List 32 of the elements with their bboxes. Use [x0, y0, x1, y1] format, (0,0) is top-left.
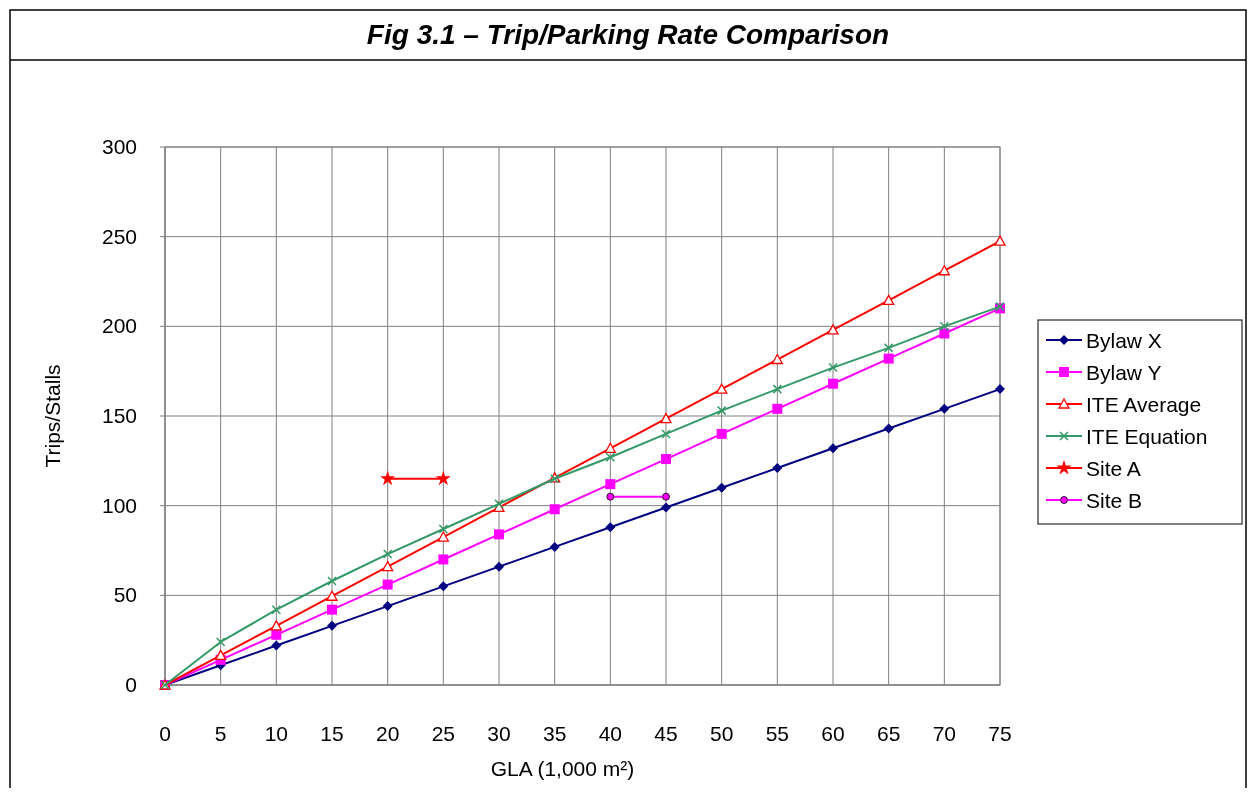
x-tick-label: 0 [159, 722, 171, 745]
y-axis-title: Trips/Stalls [41, 364, 64, 468]
y-tick-label: 50 [113, 583, 137, 607]
x-tick-label: 60 [821, 722, 845, 745]
x-tick-label: 25 [431, 722, 456, 745]
legend-label: Site B [1086, 489, 1143, 512]
y-tick-label: 250 [101, 224, 137, 248]
x-tick-label: 45 [654, 722, 678, 745]
y-tick-label: 100 [101, 493, 137, 517]
legend-label: Bylaw Y [1086, 361, 1162, 384]
x-tick-label: 10 [264, 722, 289, 745]
y-tick-label: 200 [101, 314, 137, 338]
y-tick-label: 300 [101, 135, 137, 158]
x-axis-title: GLA (1,000 m²) [490, 757, 635, 780]
legend-label: ITE Equation [1086, 425, 1208, 448]
x-tick-label: 70 [932, 722, 957, 745]
x-tick-label: 15 [320, 722, 344, 745]
x-tick-label: 55 [765, 722, 790, 745]
legend-label: Bylaw X [1086, 329, 1162, 352]
y-tick-label: 0 [125, 673, 137, 696]
x-tick-label: 35 [542, 722, 567, 745]
x-tick-label: 40 [598, 722, 623, 745]
x-tick-label: 30 [487, 722, 511, 745]
chart-title: Fig 3.1 – Trip/Parking Rate Comparison [366, 19, 890, 50]
x-tick-label: 75 [988, 722, 1012, 745]
x-tick-label: 65 [876, 722, 901, 745]
x-tick-label: 5 [214, 722, 227, 745]
x-tick-label: 50 [709, 722, 734, 745]
legend-label: Site A [1086, 457, 1141, 480]
y-tick-label: 150 [101, 404, 137, 427]
legend-label: ITE Average [1086, 393, 1202, 416]
x-tick-label: 20 [375, 722, 400, 745]
